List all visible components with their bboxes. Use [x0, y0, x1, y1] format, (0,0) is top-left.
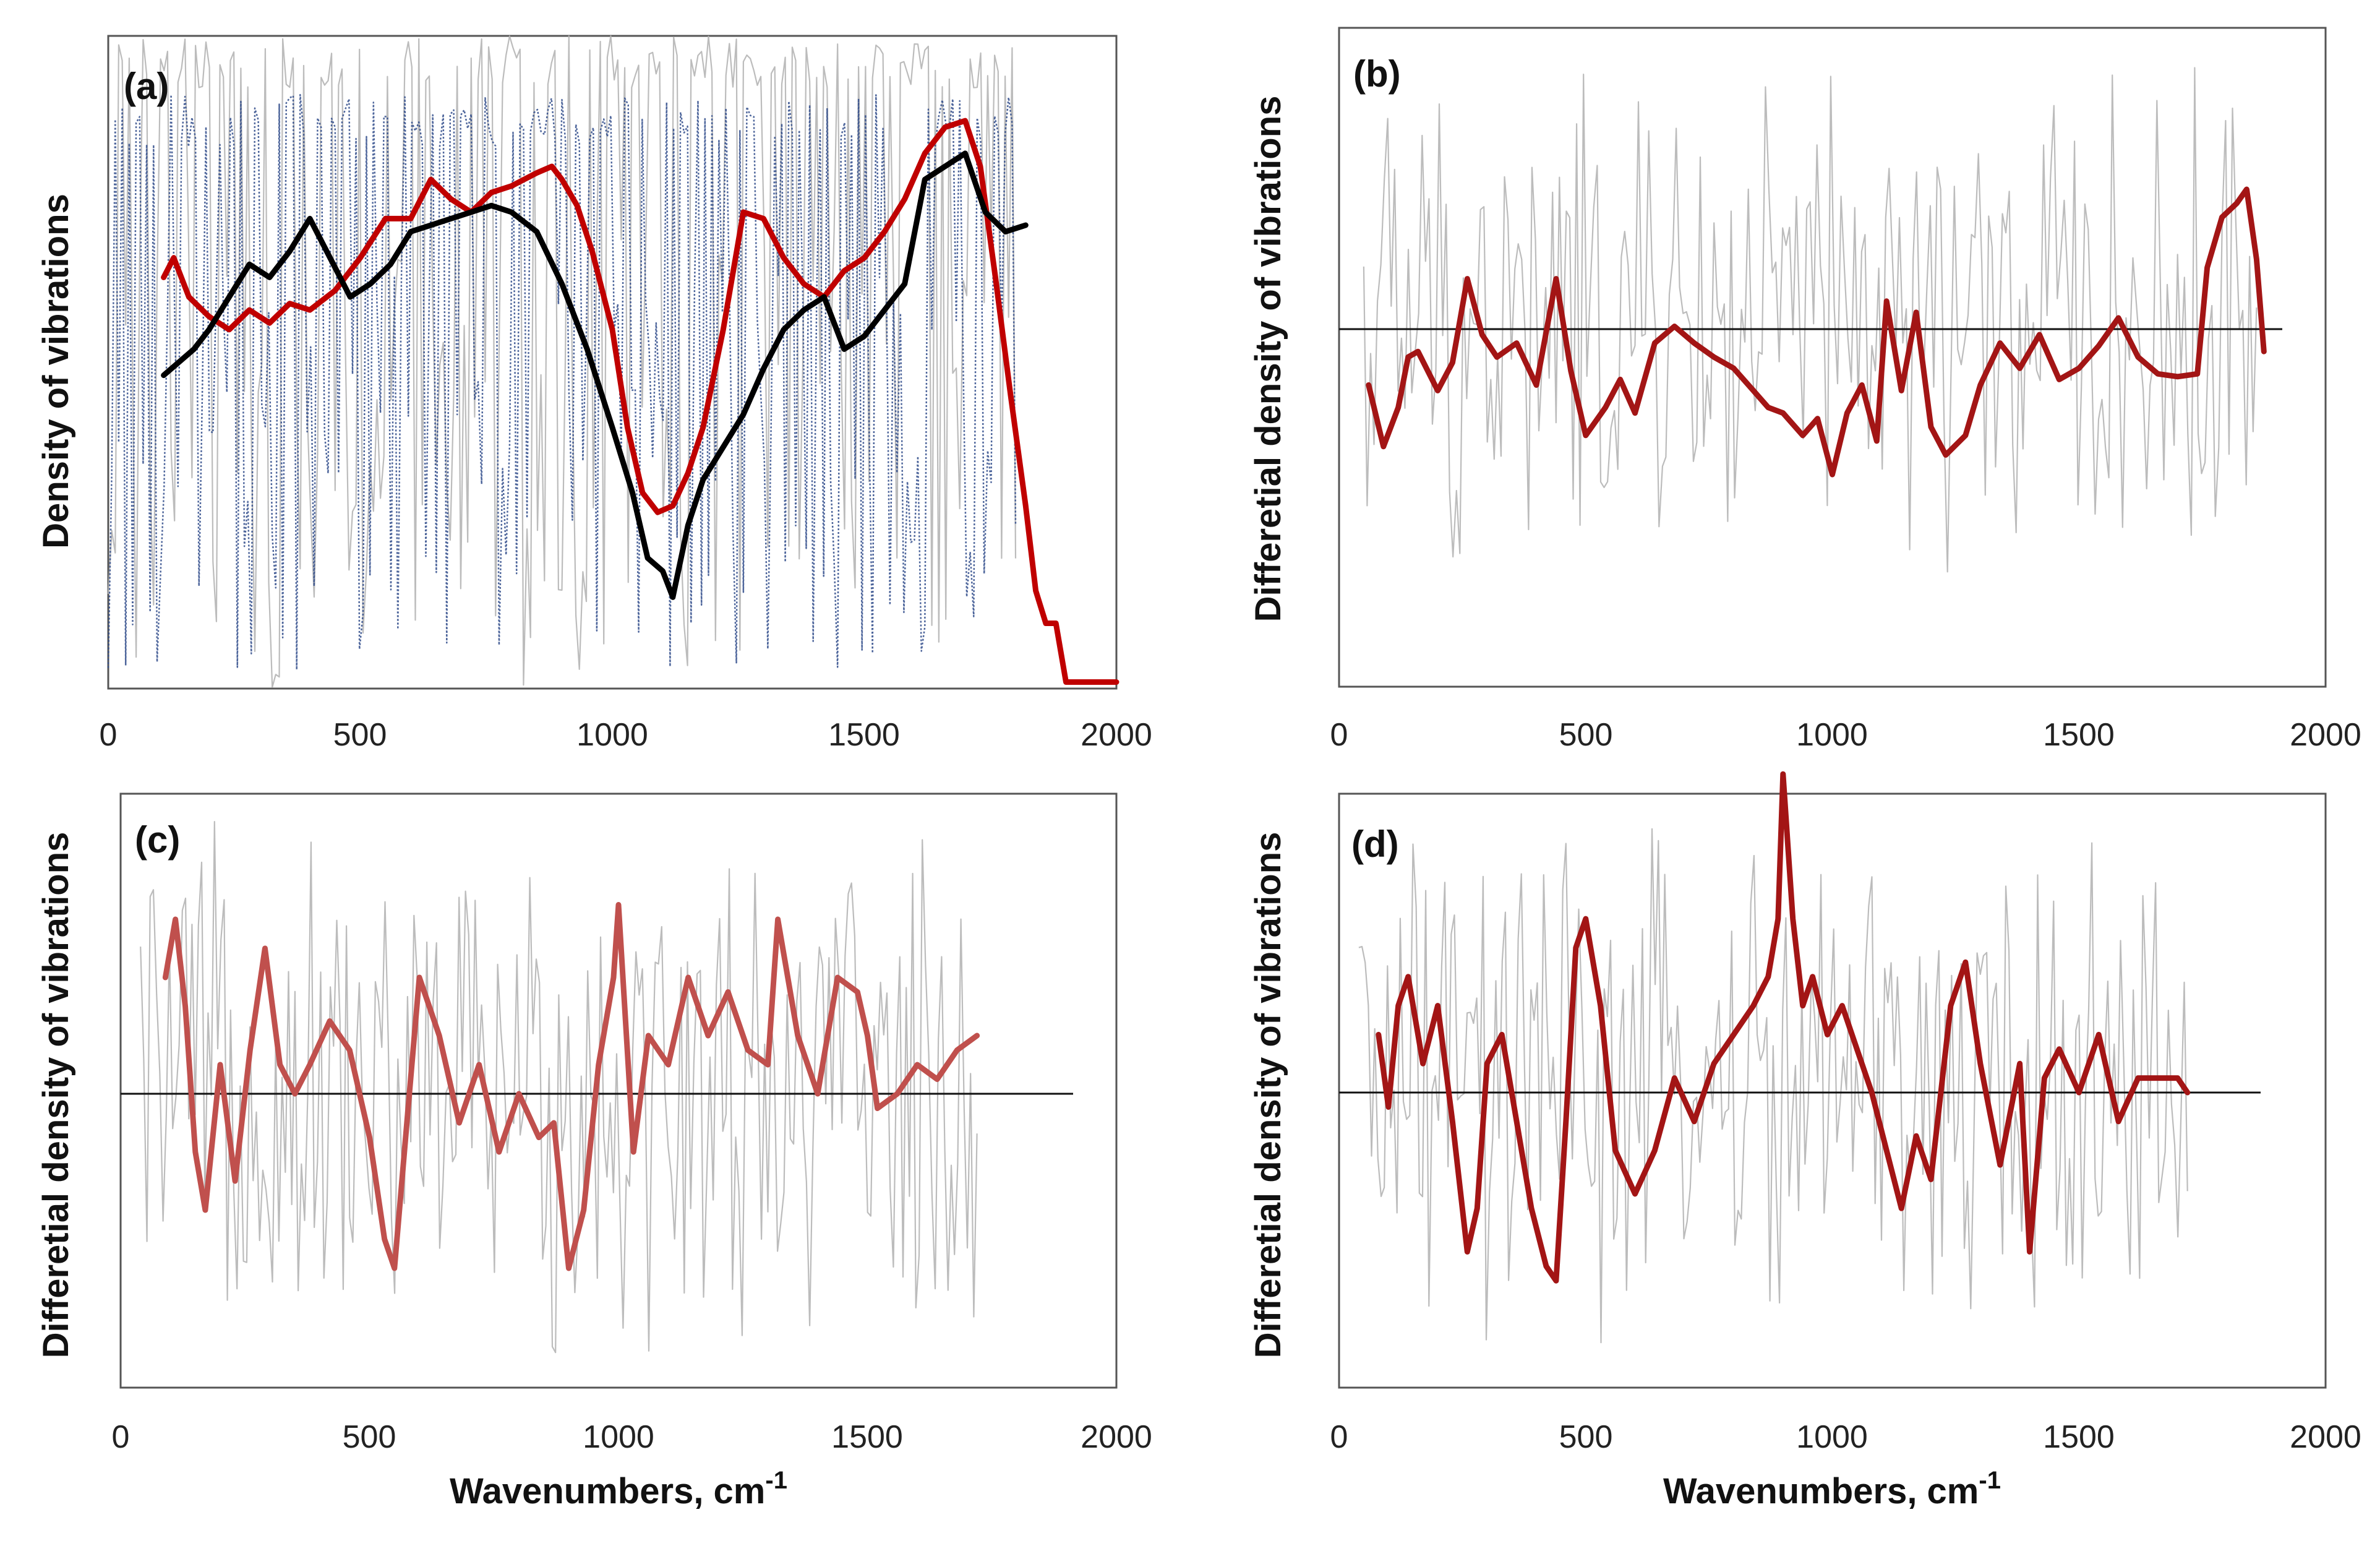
- panel-b: (b) Differetial density of vibrations 0 …: [1248, 27, 2361, 753]
- panel-b-series: [1366, 186, 2267, 478]
- panel-a-background: [107, 35, 1017, 688]
- panel-c: (c) Differetial density of vibrations 0 …: [36, 792, 1152, 1511]
- panel-d-x-tick-2000: 2000: [2290, 1419, 2361, 1455]
- panel-b-x-tick-1500: 1500: [2043, 717, 2115, 753]
- panel-b-label: (b): [1353, 53, 1401, 95]
- panel-d-x-tick-500: 500: [1559, 1419, 1613, 1455]
- panel-a-background-spectrum-1: [107, 93, 1017, 671]
- panel-a-plot-frame: [107, 35, 1118, 690]
- panel-a-x-tick-0: 0: [100, 717, 118, 753]
- panel-b-x-tick-0: 0: [1330, 717, 1348, 753]
- panel-d-x-tick-1000: 1000: [1796, 1419, 1868, 1455]
- panel-c-x-tick-0: 0: [112, 1419, 130, 1455]
- panel-d-x-tick-0: 0: [1330, 1419, 1348, 1455]
- panel-c-series: [162, 902, 980, 1271]
- panel-a-x-tick-1000: 1000: [576, 717, 648, 753]
- panel-a-background-spectrum-0: [107, 35, 1017, 688]
- panel-d-x-tick-1500: 1500: [2043, 1419, 2115, 1455]
- panel-d-y-axis-title: Differetial density of vibrations: [1248, 832, 1288, 1359]
- panel-b-x-tick-2000: 2000: [2290, 717, 2361, 753]
- panel-a-x-tick-2000: 2000: [1081, 717, 1152, 753]
- panel-b-x-tick-500: 500: [1559, 717, 1613, 753]
- panel-b-x-ticks: 0 500 1000 1500 2000: [1330, 717, 2361, 753]
- panel-c-x-tick-2000: 2000: [1081, 1419, 1152, 1455]
- panel-a-label: (a): [124, 66, 169, 107]
- panel-b-series-line-0: [1366, 186, 2267, 478]
- panel-d-plot-frame: [1338, 792, 2327, 1389]
- panel-d-series: [1376, 771, 2191, 1284]
- panel-d-series-line-0: [1376, 771, 2191, 1284]
- panel-c-x-axis-title-text: Wavenumbers, cm: [450, 1471, 765, 1511]
- panel-c-plot-frame: [119, 792, 1118, 1389]
- panel-c-x-tick-500: 500: [343, 1419, 396, 1455]
- panel-c-label: (c): [135, 819, 180, 861]
- panel-c-x-axis-title-superscript: -1: [765, 1467, 787, 1494]
- panel-a-x-tick-500: 500: [333, 717, 387, 753]
- panel-d-x-axis-title-superscript: -1: [1979, 1467, 2001, 1494]
- panel-a-series-line-0: [161, 118, 1119, 685]
- panel-c-x-tick-1000: 1000: [583, 1419, 654, 1455]
- panel-b-x-tick-1000: 1000: [1796, 717, 1868, 753]
- panel-b-y-axis-title: Differetial density of vibrations: [1248, 96, 1288, 622]
- panel-d-x-axis-title-text: Wavenumbers, cm: [1663, 1471, 1979, 1511]
- panel-a-x-tick-1500: 1500: [828, 717, 900, 753]
- panel-c-x-ticks: 0 500 1000 1500 2000: [112, 1419, 1152, 1455]
- panel-c-background: [140, 821, 978, 1354]
- panel-d-background: [1358, 828, 2188, 1344]
- panel-d-label: (d): [1351, 823, 1399, 865]
- panel-c-series-line-0: [162, 902, 980, 1271]
- panel-c-x-tick-1500: 1500: [831, 1419, 903, 1455]
- panel-c-y-axis-title: Differetial density of vibrations: [36, 832, 76, 1359]
- panel-d-x-ticks: 0 500 1000 1500 2000: [1330, 1419, 2361, 1455]
- panel-b-plot-frame: [1338, 27, 2327, 688]
- panel-c-background-spectrum-0: [140, 821, 978, 1354]
- panel-a-series: [161, 118, 1119, 685]
- panel-d-background-spectrum-0: [1358, 828, 2188, 1344]
- panel-d: (d) Differetial density of vibrations 0 …: [1248, 771, 2361, 1511]
- panel-c-x-axis-title: Wavenumbers, cm-1: [450, 1467, 787, 1511]
- panel-a-x-ticks: 0 500 1000 1500 2000: [100, 717, 1152, 753]
- panel-a: (a) Density of vibrations 0 500 1000 150…: [36, 35, 1152, 753]
- panel-a-y-axis-title: Density of vibrations: [36, 194, 76, 549]
- panel-d-x-axis-title: Wavenumbers, cm-1: [1663, 1467, 2001, 1511]
- panel-a-series-line-1: [161, 150, 1029, 600]
